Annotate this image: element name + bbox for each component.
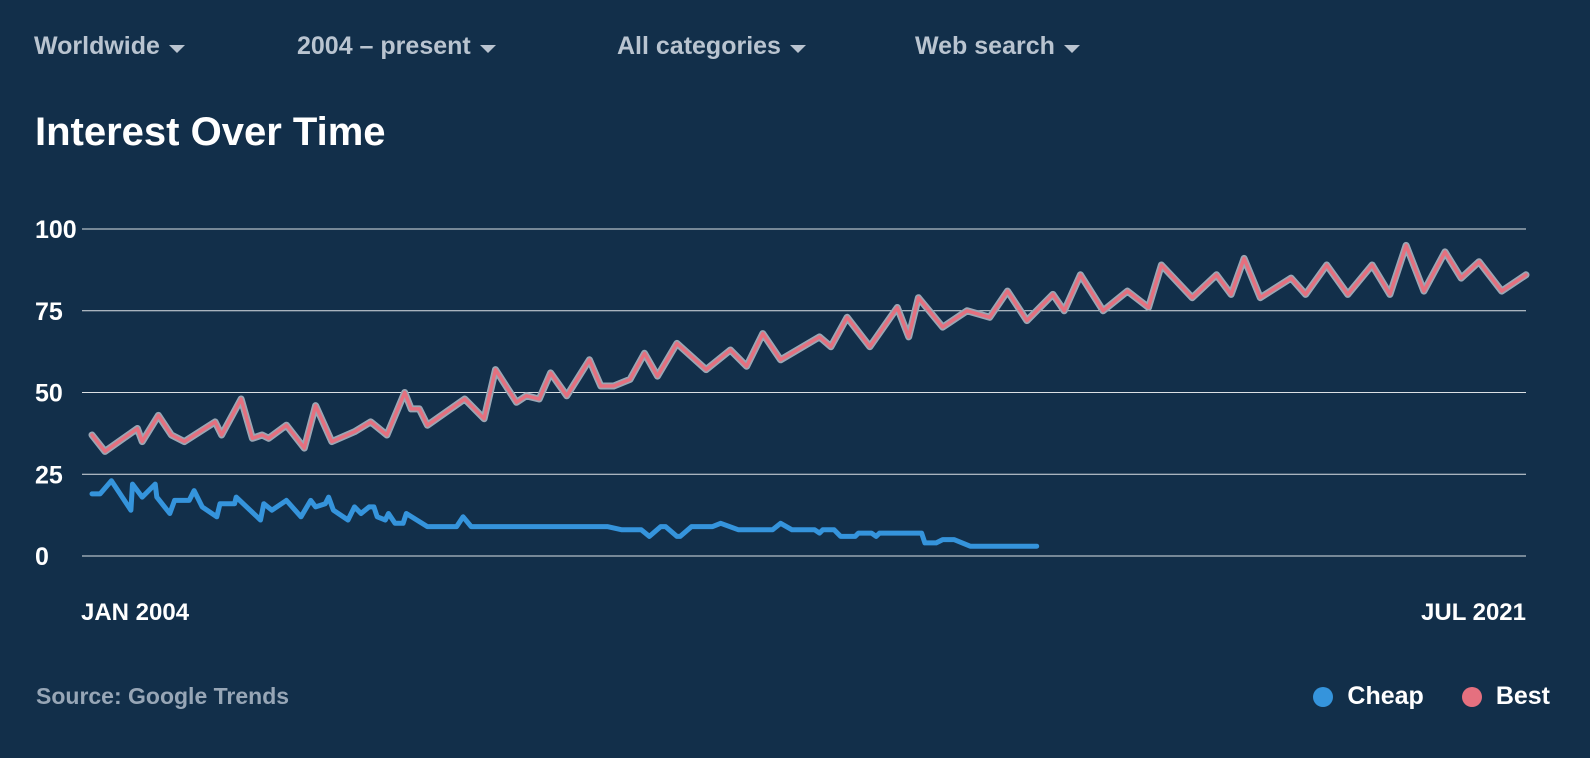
best-dot-icon xyxy=(1461,686,1482,707)
period-label: 2004 – present xyxy=(297,32,471,60)
caret-down-icon xyxy=(479,44,496,53)
x-tick-label-start: JAN 2004 xyxy=(81,599,190,626)
y-tick-label: 100 xyxy=(35,216,77,244)
legend: Cheap Best xyxy=(1313,682,1550,711)
legend-label-best: Best xyxy=(1495,682,1550,710)
legend-label-cheap: Cheap xyxy=(1347,682,1424,710)
y-tick-label: 0 xyxy=(35,543,49,571)
region-label: Worldwide xyxy=(34,32,160,60)
category-dropdown[interactable]: All categories xyxy=(617,32,806,61)
region-dropdown[interactable]: Worldwide xyxy=(34,32,185,61)
legend-item-cheap[interactable]: Cheap xyxy=(1313,682,1424,711)
period-dropdown[interactable]: 2004 – present xyxy=(297,32,496,61)
search-type-label: Web search xyxy=(915,32,1055,60)
chart-title: Interest Over Time xyxy=(35,110,386,154)
series-line-best xyxy=(90,243,1528,454)
search-type-dropdown[interactable]: Web search xyxy=(915,32,1080,61)
y-tick-label: 75 xyxy=(35,298,63,326)
series-line-best-outline xyxy=(88,241,1530,455)
source-note: Source: Google Trends xyxy=(36,683,290,709)
series-line-cheap xyxy=(89,478,1040,549)
y-tick-label: 50 xyxy=(35,380,63,408)
category-label: All categories xyxy=(617,32,781,60)
legend-item-best[interactable]: Best xyxy=(1461,682,1550,711)
caret-down-icon xyxy=(168,44,185,53)
x-tick-label-end: JUL 2021 xyxy=(1421,599,1526,626)
y-tick-label: 25 xyxy=(35,461,63,489)
cheap-dot-icon xyxy=(1313,686,1334,707)
caret-down-icon xyxy=(789,44,806,53)
caret-down-icon xyxy=(1063,44,1080,53)
